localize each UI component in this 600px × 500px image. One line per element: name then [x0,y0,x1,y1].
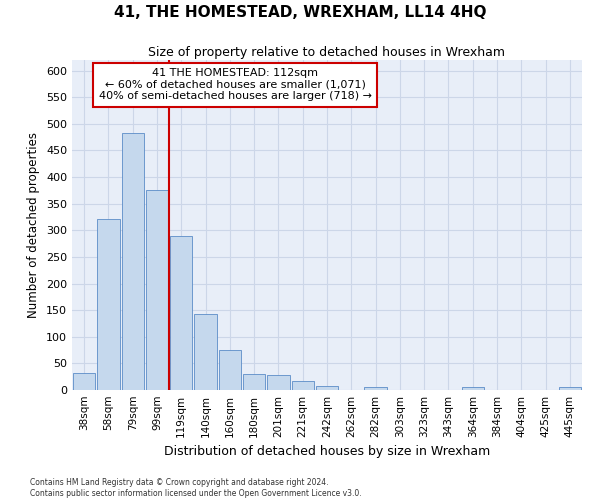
Bar [122,133,144,390]
Bar [97,218,119,390]
Bar [218,350,241,390]
Title: Size of property relative to detached houses in Wrexham: Size of property relative to detached ho… [149,46,505,59]
Bar [292,382,314,390]
Y-axis label: Number of detached properties: Number of detached properties [28,132,40,318]
Text: 41 THE HOMESTEAD: 112sqm
← 60% of detached houses are smaller (1,071)
40% of sem: 41 THE HOMESTEAD: 112sqm ← 60% of detach… [99,68,372,102]
Bar [170,236,193,390]
Bar [364,388,387,390]
Bar [194,314,217,390]
Bar [243,374,265,390]
Bar [559,388,581,390]
Bar [73,373,95,390]
Bar [146,190,168,390]
Bar [267,375,290,390]
Text: Contains HM Land Registry data © Crown copyright and database right 2024.
Contai: Contains HM Land Registry data © Crown c… [30,478,362,498]
X-axis label: Distribution of detached houses by size in Wrexham: Distribution of detached houses by size … [164,446,490,458]
Bar [461,388,484,390]
Text: 41, THE HOMESTEAD, WREXHAM, LL14 4HQ: 41, THE HOMESTEAD, WREXHAM, LL14 4HQ [114,5,486,20]
Bar [316,386,338,390]
